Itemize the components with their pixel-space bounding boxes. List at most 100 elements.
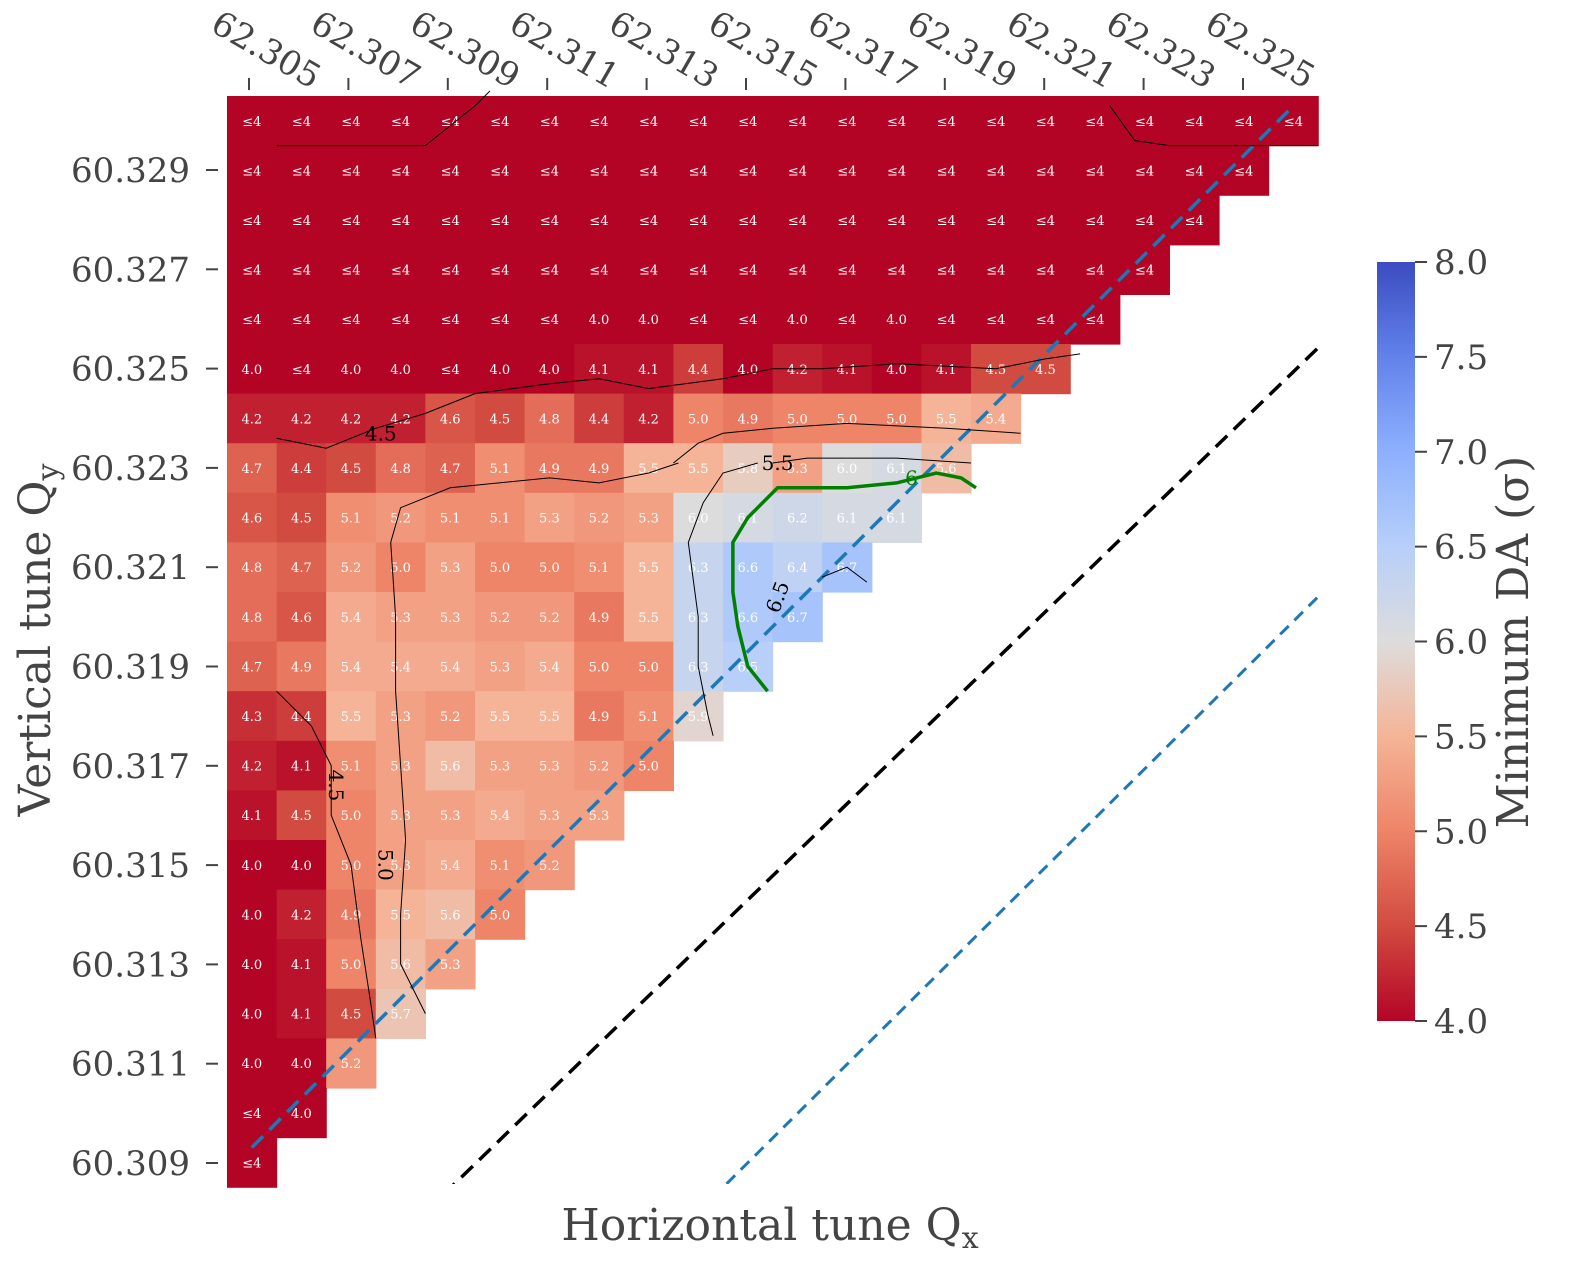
coupling-resonance-line xyxy=(250,104,1295,1149)
cell-value-label: 4.6 xyxy=(291,611,312,626)
heatmap-cell xyxy=(673,393,724,444)
cell-value-label: 6.6 xyxy=(737,611,758,626)
heatmap-cell xyxy=(375,790,426,841)
cell-value-label: 4.0 xyxy=(589,313,610,328)
colorbar-tick-label: 7.0 xyxy=(1434,433,1488,473)
cell-value-label: ≤4 xyxy=(887,214,906,229)
cell-value-label: ≤4 xyxy=(1234,164,1253,179)
cell-value-label: 4.0 xyxy=(241,859,262,874)
heatmap-cell xyxy=(227,96,278,147)
heatmap-cell xyxy=(425,294,476,345)
cell-value-label: 4.4 xyxy=(291,462,312,477)
cell-value-label: 5.1 xyxy=(440,512,461,527)
colorbar-tick-label: 4.5 xyxy=(1434,907,1488,947)
contour-line-5-5-top xyxy=(772,457,972,464)
heatmap-cell xyxy=(227,1038,278,1089)
y-tick-label: 60.323 xyxy=(71,449,190,489)
heatmap-cell xyxy=(326,542,377,593)
cell-value-label: 4.3 xyxy=(241,710,262,725)
cell-value-label: 4.0 xyxy=(390,363,411,378)
cell-value-label: 4.0 xyxy=(241,908,262,923)
cell-value-label: 4.8 xyxy=(241,561,262,576)
cell-value-label: 5.1 xyxy=(489,859,510,874)
heatmap-cell xyxy=(574,691,625,742)
cell-value-label: ≤4 xyxy=(887,115,906,130)
heatmap-cell xyxy=(475,691,526,742)
cell-value-label: ≤4 xyxy=(937,214,956,229)
cell-value-label: 5.4 xyxy=(440,859,461,874)
cell-value-label: 5.5 xyxy=(539,710,560,725)
cell-value-label: 4.7 xyxy=(440,462,461,477)
cell-value-label: ≤4 xyxy=(242,264,261,279)
cell-value-label: 5.3 xyxy=(489,660,510,675)
heatmap-cell xyxy=(227,1088,278,1139)
heatmap-cell xyxy=(723,393,774,444)
heatmap-cell xyxy=(723,96,774,147)
cell-value-label: 4.0 xyxy=(489,363,510,378)
contour-line-5-0b xyxy=(390,462,679,543)
cell-value-label: ≤4 xyxy=(292,164,311,179)
heatmap-cell xyxy=(375,393,426,444)
heatmap-cell xyxy=(475,443,526,494)
heatmap-cell xyxy=(574,145,625,196)
cell-value-label: ≤4 xyxy=(937,313,956,328)
contour-line-4-0-right xyxy=(1109,105,1319,147)
cell-value-label: 5.0 xyxy=(390,561,411,576)
cell-value-label: 5.0 xyxy=(341,809,362,824)
contour-line-6-5 xyxy=(822,566,868,583)
colorbar-title: Minimum DA (σ) xyxy=(1488,456,1539,829)
heatmap-cell xyxy=(524,691,575,742)
cell-value-label: 6.4 xyxy=(787,561,808,576)
heatmap-cell xyxy=(673,294,724,345)
heatmap-cell xyxy=(276,592,327,643)
heatmap-cell xyxy=(574,195,625,246)
heatmap-cell xyxy=(475,96,526,147)
heatmap-cell xyxy=(475,641,526,692)
cell-value-label: 5.0 xyxy=(638,760,659,775)
cell-value-label: ≤4 xyxy=(1185,115,1204,130)
heatmap-cell xyxy=(772,145,823,196)
heatmap-cell xyxy=(475,344,526,395)
heatmap-cell xyxy=(921,344,972,395)
heatmap-cell xyxy=(425,344,476,395)
cell-value-label: ≤4 xyxy=(341,115,360,130)
cell-value-label: ≤4 xyxy=(292,363,311,378)
cell-value-label: ≤4 xyxy=(1085,264,1104,279)
cell-value-label: ≤4 xyxy=(1135,214,1154,229)
cell-value-label: ≤4 xyxy=(490,264,509,279)
cell-value-label: 5.1 xyxy=(638,710,659,725)
heatmap-cell xyxy=(623,244,674,295)
x-tick-label: 62.313 xyxy=(602,3,725,97)
heatmap-cell xyxy=(227,740,278,791)
cell-value-label: ≤4 xyxy=(1036,264,1055,279)
heatmap-cell xyxy=(425,145,476,196)
cell-value-label: 4.0 xyxy=(291,1107,312,1122)
cell-value-label: 5.4 xyxy=(341,611,362,626)
cell-value-label: 5.0 xyxy=(787,412,808,427)
contour-value-label: 4.5 xyxy=(324,770,348,802)
cell-value-label: ≤4 xyxy=(1234,115,1253,130)
cell-value-label: 5.1 xyxy=(489,462,510,477)
cell-value-label: ≤4 xyxy=(1085,214,1104,229)
heatmap-cell xyxy=(574,244,625,295)
contour-line-5-0-vertical xyxy=(390,542,426,1014)
cell-value-label: ≤4 xyxy=(1185,214,1204,229)
heatmap-cell xyxy=(425,691,476,742)
heatmap-cell xyxy=(375,96,426,147)
cell-value-label: 4.1 xyxy=(291,760,312,775)
heatmap-cell xyxy=(772,542,823,593)
cell-value-label: 5.3 xyxy=(589,809,610,824)
cell-value-label: ≤4 xyxy=(1085,164,1104,179)
heatmap-cell xyxy=(326,691,377,742)
cell-value-label: ≤4 xyxy=(1036,164,1055,179)
x-tick-label: 62.321 xyxy=(1000,3,1123,97)
heatmap-cell xyxy=(822,244,873,295)
heatmap-cell xyxy=(425,790,476,841)
cell-value-label: ≤4 xyxy=(490,313,509,328)
cell-value-label: 5.4 xyxy=(985,412,1006,427)
heatmap-cell xyxy=(723,244,774,295)
heatmap-cell xyxy=(772,195,823,246)
heatmap-cell xyxy=(673,344,724,395)
heatmap-cell xyxy=(326,889,377,940)
heatmap-cell xyxy=(1020,244,1071,295)
